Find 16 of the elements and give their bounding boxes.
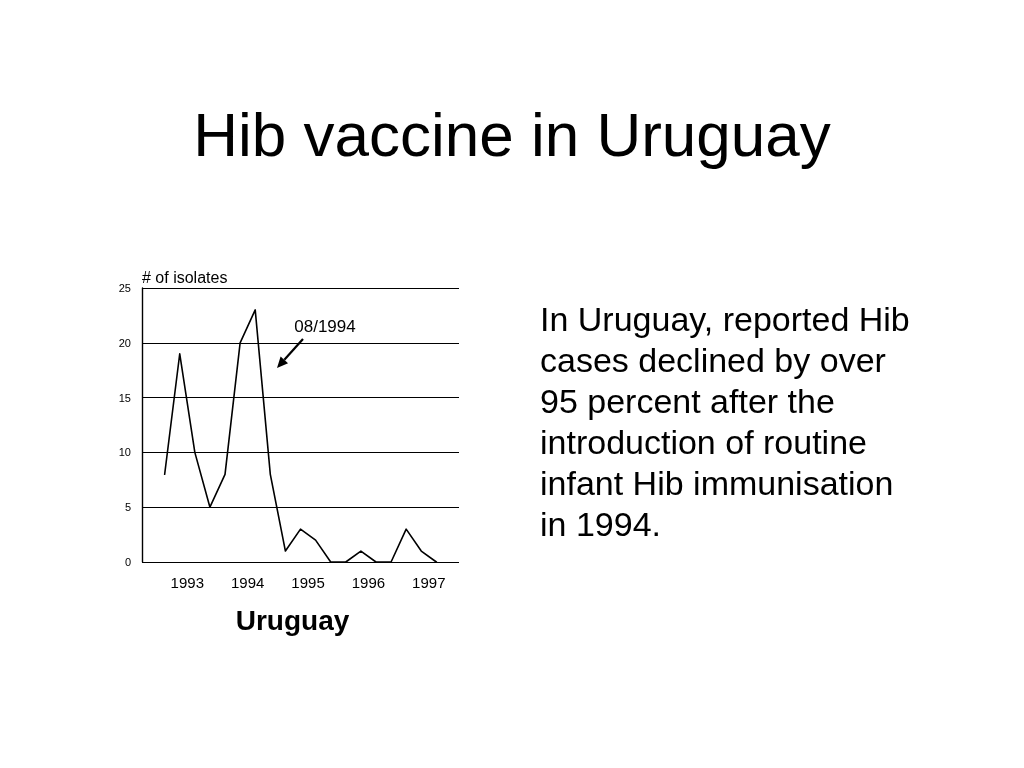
x-tick-label: 1993 bbox=[170, 574, 204, 591]
chart-title: Hib vaccine in Uruguay bbox=[193, 99, 831, 169]
y-tick-label: 25 bbox=[118, 282, 131, 294]
y-tick-label: 20 bbox=[118, 336, 131, 349]
x-tick-label: 1997 bbox=[412, 574, 446, 591]
y-axis-title: # of isolates bbox=[142, 268, 228, 286]
x-tick-label: 1995 bbox=[291, 574, 325, 591]
y-tick-label: 5 bbox=[124, 501, 131, 514]
x-tick-label: 1996 bbox=[351, 574, 386, 591]
y-tick-label: 0 bbox=[124, 556, 131, 568]
x-tick-label: 1994 bbox=[230, 574, 265, 591]
y-tick-label: 15 bbox=[118, 391, 131, 404]
x-axis-title: Uruguay bbox=[235, 604, 350, 636]
y-tick-label: 10 bbox=[118, 446, 131, 459]
annotation: 08/1994 bbox=[294, 316, 356, 336]
text: In Uruguay, reported Hib cases declined by over 95 percent after the introduction of routine infant Hib immunisation in 1994. bbox=[540, 299, 911, 545]
